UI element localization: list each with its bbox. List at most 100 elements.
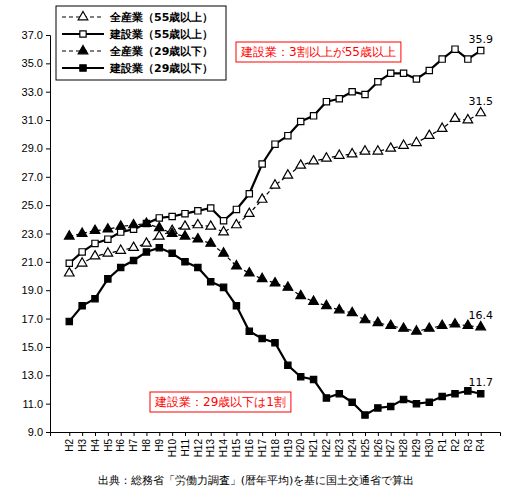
y-tick-mark bbox=[46, 262, 50, 263]
annotation-box bbox=[236, 42, 401, 62]
x-tick-label: H15 bbox=[231, 439, 242, 458]
marker bbox=[233, 206, 239, 212]
x-tick: H21 bbox=[308, 432, 319, 457]
marker bbox=[79, 303, 85, 309]
marker bbox=[130, 257, 136, 263]
legend-box bbox=[56, 6, 226, 80]
x-tick-label: H11 bbox=[180, 439, 191, 457]
x-tick-label: H16 bbox=[244, 439, 255, 458]
marker bbox=[298, 118, 304, 124]
y-tick: 21.0 bbox=[22, 256, 50, 268]
marker bbox=[246, 191, 252, 197]
annotation-text: 建設業：29歳以下は1割 bbox=[154, 395, 286, 409]
x-tick: H27 bbox=[385, 432, 396, 457]
marker bbox=[452, 391, 458, 397]
x-tick-mark bbox=[69, 432, 70, 436]
marker bbox=[399, 140, 409, 148]
y-tick: 33.0 bbox=[22, 86, 50, 98]
y-tick: 31.0 bbox=[22, 114, 50, 126]
x-tick-mark bbox=[108, 432, 109, 436]
marker bbox=[116, 221, 126, 229]
x-tick: H10 bbox=[167, 432, 178, 457]
x-tick-label: H20 bbox=[295, 439, 306, 458]
x-tick-label: H19 bbox=[283, 439, 294, 458]
x-tick: H20 bbox=[295, 432, 306, 457]
marker bbox=[220, 218, 226, 224]
marker bbox=[400, 396, 406, 402]
legend-label: 全産業（55歳以上） bbox=[109, 11, 213, 24]
marker bbox=[413, 400, 419, 406]
x-tick: H2 bbox=[64, 432, 75, 452]
marker bbox=[193, 234, 203, 242]
marker bbox=[386, 320, 396, 328]
y-tick-mark bbox=[46, 63, 50, 64]
x-tick-label: H4 bbox=[90, 439, 101, 452]
x-tick-label: H21 bbox=[308, 439, 319, 458]
series-line bbox=[69, 248, 480, 415]
x-tick-label: H28 bbox=[398, 439, 409, 458]
y-tick-mark bbox=[46, 404, 50, 405]
x-tick-label: H22 bbox=[321, 439, 332, 458]
y-tick-mark bbox=[46, 205, 50, 206]
marker bbox=[92, 296, 98, 302]
value-label: 16.4 bbox=[468, 309, 493, 322]
x-tick-label: R4 bbox=[475, 439, 486, 452]
marker bbox=[257, 194, 267, 202]
x-tick-mark bbox=[121, 432, 122, 436]
legend-entry: 全産業（29歳以下） bbox=[62, 45, 213, 58]
x-tick-label: H29 bbox=[411, 439, 422, 458]
x-tick-mark bbox=[146, 432, 147, 436]
marker bbox=[310, 376, 316, 382]
marker bbox=[476, 107, 486, 115]
marker bbox=[424, 323, 434, 331]
marker bbox=[103, 224, 113, 232]
x-tick-mark bbox=[416, 432, 417, 436]
x-tick-label: H8 bbox=[141, 439, 152, 452]
legend-entry: 全産業（55歳以上） bbox=[62, 11, 213, 24]
marker bbox=[283, 282, 293, 290]
y-tick-label: 33.0 bbox=[22, 86, 43, 98]
marker bbox=[360, 146, 370, 154]
marker bbox=[208, 205, 214, 211]
y-tick: 19.0 bbox=[22, 284, 50, 296]
marker bbox=[400, 70, 406, 76]
marker bbox=[296, 290, 306, 298]
marker bbox=[450, 319, 460, 327]
series-line bbox=[69, 113, 480, 273]
y-tick-label: 29.0 bbox=[22, 142, 43, 154]
value-label: 31.5 bbox=[468, 95, 493, 108]
marker bbox=[296, 160, 306, 168]
marker bbox=[193, 219, 203, 227]
marker bbox=[180, 221, 190, 229]
marker bbox=[450, 113, 460, 121]
y-tick-label: 27.0 bbox=[22, 171, 43, 183]
x-tick-label: H18 bbox=[270, 439, 281, 458]
marker bbox=[323, 98, 329, 104]
marker bbox=[309, 296, 319, 304]
legend-label: 建設業（55歳以上） bbox=[109, 28, 213, 41]
x-tick-label: H30 bbox=[424, 439, 435, 458]
marker bbox=[246, 328, 252, 334]
x-tick-label: H26 bbox=[373, 439, 384, 458]
x-tick-label: H13 bbox=[205, 439, 216, 458]
marker bbox=[349, 399, 355, 405]
x-tick-label: H7 bbox=[128, 439, 139, 452]
x-tick: H25 bbox=[360, 432, 371, 457]
marker bbox=[437, 123, 447, 131]
marker bbox=[233, 303, 239, 309]
marker bbox=[259, 161, 265, 167]
y-tick: 23.0 bbox=[22, 228, 50, 240]
marker bbox=[142, 218, 152, 226]
marker bbox=[118, 264, 124, 270]
marker bbox=[399, 323, 409, 331]
annotation: 建設業：29歳以下は1割 bbox=[150, 392, 291, 412]
marker bbox=[463, 115, 473, 123]
y-tick-mark bbox=[46, 177, 50, 178]
marker bbox=[334, 305, 344, 313]
y-tick-mark bbox=[46, 432, 50, 433]
marker bbox=[375, 79, 381, 85]
value-label: 11.7 bbox=[468, 376, 493, 389]
marker bbox=[206, 221, 216, 229]
x-tick: H14 bbox=[218, 432, 229, 457]
legend-marker bbox=[80, 31, 86, 37]
